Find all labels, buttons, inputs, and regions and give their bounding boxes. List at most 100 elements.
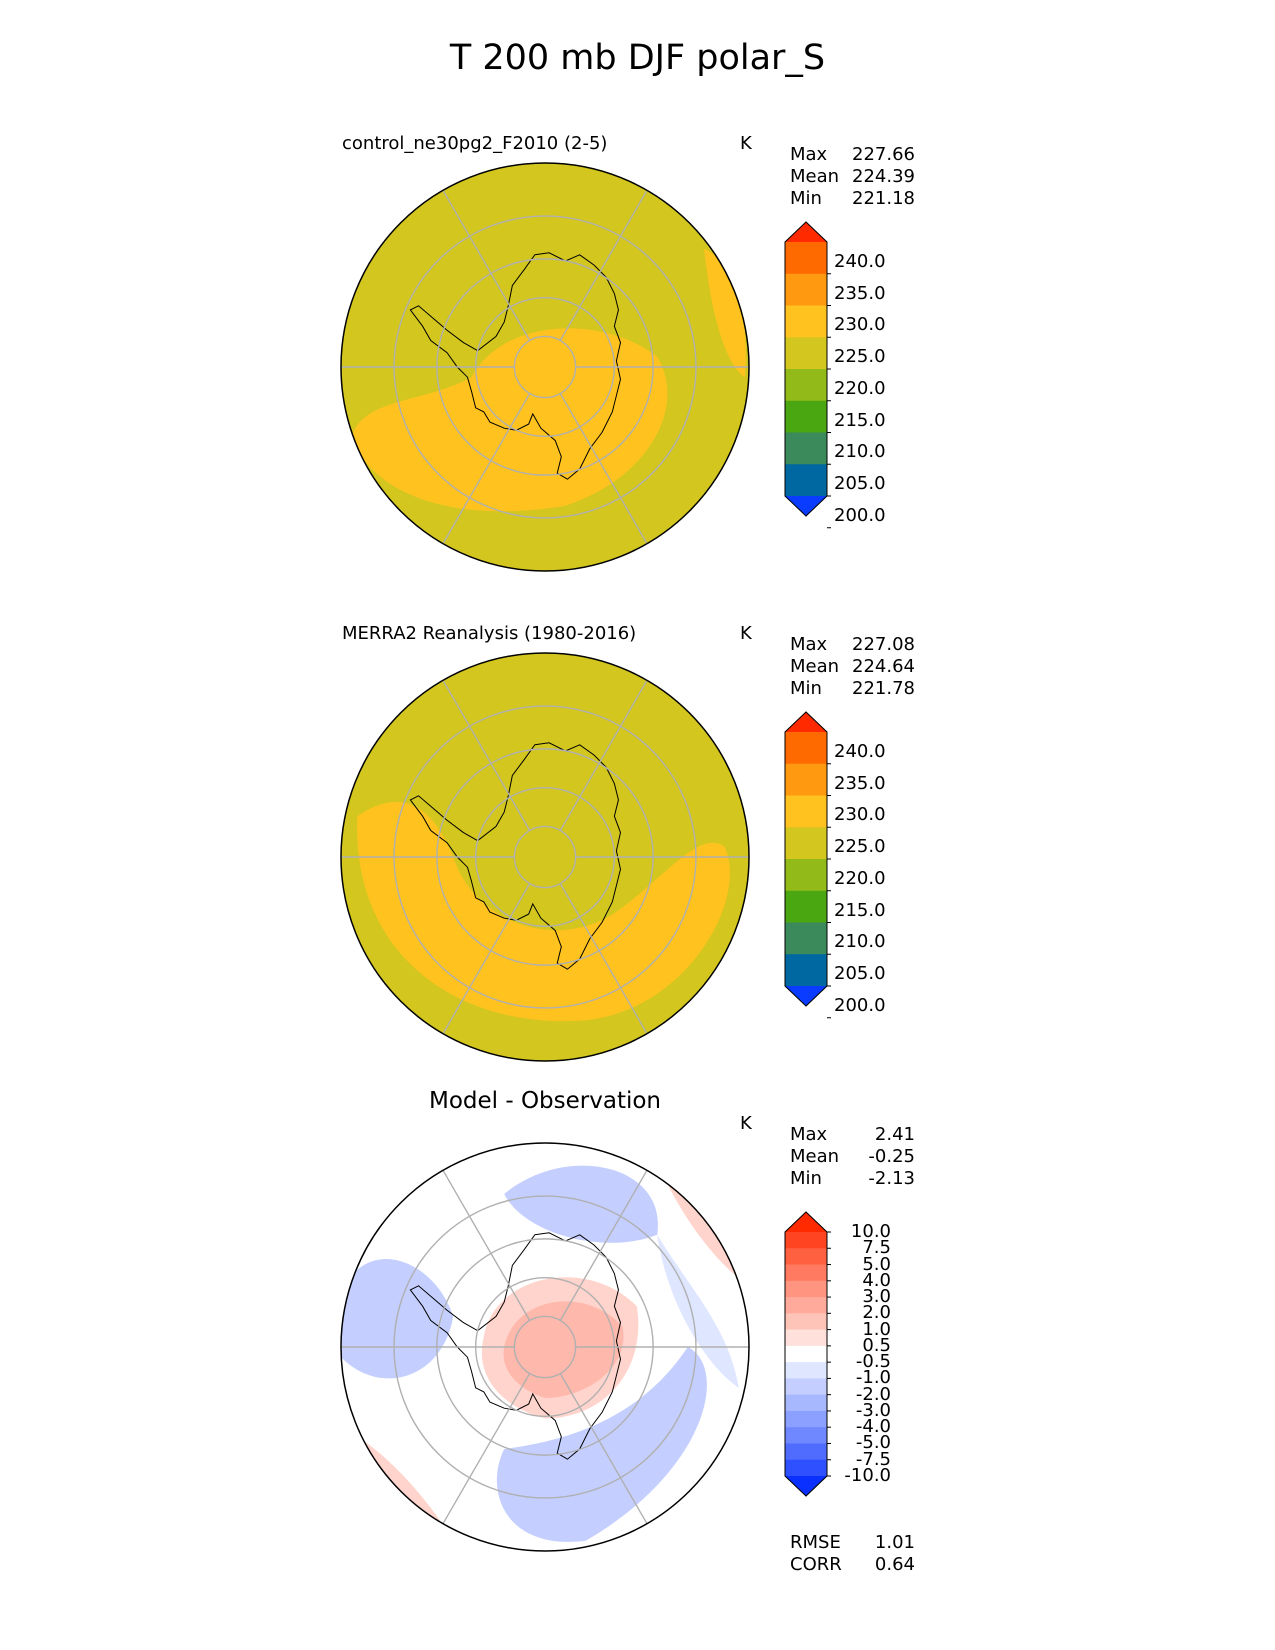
colorbar-tick-label: 205.0 [834,473,886,494]
colorbar-tick-label: 235.0 [834,772,886,794]
meridian-gridline [442,679,531,831]
colorbar-segment [785,922,827,955]
antarctica-coastline [409,742,622,970]
units-label: K [740,1113,752,1134]
meridian-gridline [442,883,531,1035]
stat-value: 224.39 [852,166,915,187]
colorbar-segment [785,305,827,338]
antarctica-coastline [409,252,622,480]
colorbar-segment [785,1394,827,1412]
colorbar-tick-label: 240.0 [834,740,886,762]
warm-anomaly-region [704,248,746,378]
meridian-gridline [442,1169,531,1321]
colorbar-tick-label: 200.0 [834,994,886,1016]
colorbar-segment [785,400,827,433]
meridian-gridline [559,393,648,545]
meridian-gridline [559,1169,648,1321]
units-label: K [740,133,752,154]
colorbar-segment [785,859,827,892]
colorbar-tick-label: 220.0 [834,377,886,399]
colorbar-tick-label: -5.0 [855,1432,891,1454]
colorbar-segment [785,795,827,828]
colorbar-tick-label: -0.5 [855,1351,891,1373]
colorbar-tick-label: 235.0 [834,282,886,304]
colorbar-tick-label: -1.0 [855,1367,891,1389]
colorbar-tick-label: 5.0 [862,1253,891,1275]
meridian-gridline [559,679,648,831]
colorbar-tick-label: 1.0 [862,1318,891,1340]
colorbar-segment [785,1329,827,1347]
colorbar-segment [785,732,827,765]
stat-label: Max [790,1124,828,1145]
colorbar-segment [785,890,827,923]
colorbar-segment [785,1297,827,1314]
colorbar-segment [785,1459,827,1477]
stat-value: 221.78 [852,678,915,699]
cool-region [504,1165,658,1243]
map-boundary [340,162,750,572]
meridian-gridline [442,1373,531,1525]
colorbar-tick-label: 200.0 [834,504,886,526]
colorbar-tick-label: 10.0 [850,1221,891,1242]
stat-label: Mean [790,1146,840,1167]
colorbar-tick-label: 7.5 [862,1237,891,1259]
meridian-gridline [559,189,648,341]
colorbar-segment [785,242,827,275]
panel-svg [340,162,831,572]
panel-svg [340,1142,831,1552]
colorbar-tick-label: 215.0 [834,409,886,431]
colorbar-segment [785,1362,827,1379]
error-stat-label: CORR [790,1554,842,1575]
antarctica-coastline [409,1232,622,1460]
colorbar-segment [785,273,827,306]
stat-label: Mean [790,656,840,677]
colorbar-tick-label: 220.0 [834,867,886,889]
warm-region [503,1301,624,1398]
stat-label: Min [790,1168,822,1189]
stat-value: 2.41 [874,1124,915,1145]
colorbar-tick-label: 225.0 [834,346,886,367]
colorbar-segment [785,464,827,497]
colorbar-tick-label: 4.0 [862,1269,891,1291]
colorbar-tick-label: 210.0 [834,441,886,463]
colorbar-tick-label: 3.0 [862,1286,891,1308]
map-boundary [340,652,750,1062]
colorbar-segment [785,763,827,796]
stat-label: Max [790,634,828,655]
colorbar-extend-min [785,986,827,1006]
colorbar-extend-max [785,712,827,732]
colorbar-tick-label: -3.0 [855,1399,891,1421]
colorbar-tick-label: -4.0 [855,1416,891,1438]
colorbar-tick-label: 230.0 [834,314,886,336]
meridian-gridline [559,1373,648,1525]
colorbar-tick-label: 215.0 [834,899,886,921]
stat-value: -0.25 [868,1146,915,1167]
colorbar-segment [785,1313,827,1331]
map-boundary [340,1142,750,1552]
colorbar-segment [785,1443,827,1461]
panel-title: control_ne30pg2_F2010 (2-5) [342,133,608,154]
colorbar-tick-label: 230.0 [834,804,886,826]
colorbar-tick-label: 210.0 [834,931,886,953]
error-stat-value: 0.64 [874,1554,915,1575]
colorbar-extend-max [785,222,827,242]
colorbar-segment [785,337,827,370]
error-stat-label: RMSE [790,1532,841,1553]
meridian-gridline [442,189,531,341]
stat-value: 227.08 [852,634,915,655]
colorbar-segment [785,1427,827,1444]
cool-light-region [657,1234,739,1388]
colorbar-segment [785,827,827,860]
stat-value: 227.66 [852,144,915,165]
stat-value: 224.64 [852,656,915,677]
stat-value: -2.13 [868,1168,915,1189]
stat-label: Min [790,678,822,699]
meridian-gridline [442,393,531,545]
colorbar-segment [785,432,827,465]
colorbar-extend-min [785,496,827,516]
panel-title: Model - Observation [428,1088,662,1114]
panel-svg [340,652,831,1062]
meridian-gridline [559,883,648,1035]
units-label: K [740,623,752,644]
colorbar-tick-label: 2.0 [862,1302,891,1324]
